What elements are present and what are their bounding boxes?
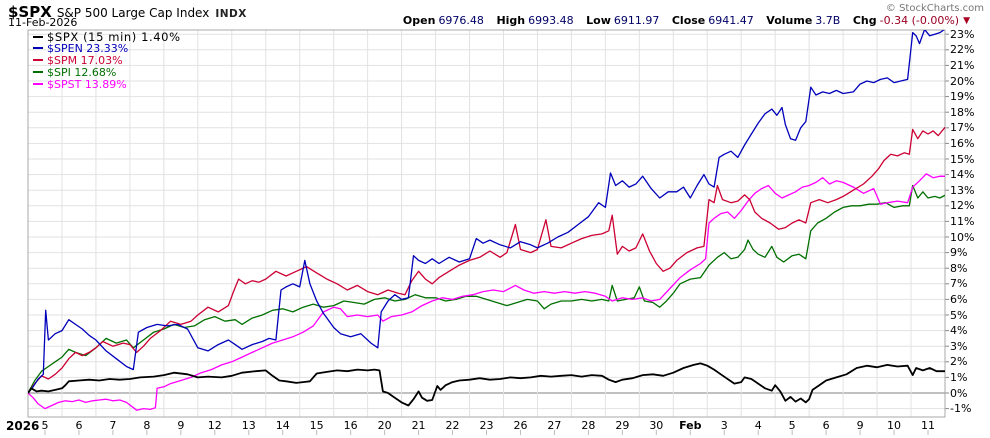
x-axis-label: 20 xyxy=(377,419,392,432)
x-axis-label: 15 xyxy=(309,419,324,432)
close-value: 6941.47 xyxy=(708,14,754,27)
x-axis-label: 23 xyxy=(479,419,494,432)
x-axis-label: 5 xyxy=(788,419,796,432)
x-axis-label: 6 xyxy=(75,419,83,432)
y-axis-label: -1% xyxy=(950,402,972,416)
y-axis-label: 22% xyxy=(950,43,975,57)
open-label: Open xyxy=(402,14,436,27)
index-name: S&P 500 Large Cap Index xyxy=(56,6,210,20)
high-value: 6993.48 xyxy=(528,14,574,27)
y-axis-label: 5% xyxy=(950,308,968,322)
y-axis-label: 17% xyxy=(950,121,975,135)
legend-label: $SPI 12.68% xyxy=(47,66,117,79)
y-axis-label: 12% xyxy=(950,199,975,213)
y-axis-label: 6% xyxy=(950,292,968,306)
x-axis-label: 7 xyxy=(109,419,117,432)
exchange-label: INDX xyxy=(215,8,247,20)
legend-swatch-icon xyxy=(33,36,43,38)
legend: $SPX (15 min) 1.40% $SPEN 23.33% $SPM 17.0… xyxy=(33,31,181,91)
x-axis-label: 5 xyxy=(41,419,49,432)
chg-label: Chg xyxy=(852,14,877,27)
x-axis-year-label: 2026 xyxy=(6,419,40,433)
y-axis-label: 2% xyxy=(950,355,968,369)
y-axis-label: 14% xyxy=(950,168,975,182)
y-axis-label: 7% xyxy=(950,277,968,291)
y-axis-label: 11% xyxy=(950,214,975,228)
y-axis-label: 0% xyxy=(950,386,968,400)
y-axis-label: 16% xyxy=(950,136,975,150)
series-line--spst xyxy=(28,173,945,411)
x-axis-label: 27 xyxy=(547,419,562,432)
chart-date: 11-Feb-2026 xyxy=(8,16,78,29)
series-line--spen xyxy=(28,30,945,394)
chg-down-triangle-icon[interactable]: ▼ xyxy=(963,16,970,26)
x-axis-label: 16 xyxy=(343,419,358,432)
x-axis-label: 9 xyxy=(177,419,185,432)
x-axis-label: 29 xyxy=(615,419,630,432)
high-label: High xyxy=(496,14,526,27)
y-axis-label: 13% xyxy=(950,183,975,197)
y-axis-label: 9% xyxy=(950,246,968,260)
y-axis-label: 1% xyxy=(950,370,968,384)
quote-bar: Open 6976.48 High 6993.48 Low 6911.97 Close… xyxy=(403,14,970,27)
x-axis-label: 10 xyxy=(887,419,902,432)
chg-value: -0.34 (-0.00%) xyxy=(879,14,960,27)
volume-label: Volume xyxy=(766,14,813,27)
x-axis-label: Feb xyxy=(679,419,702,432)
legend-item: $SPI 12.68% xyxy=(33,67,181,79)
series-line--spx-15-min- xyxy=(28,362,945,407)
x-axis-label: 26 xyxy=(513,419,528,432)
y-axis-label: 10% xyxy=(950,230,975,244)
legend-label: $SPM 17.03% xyxy=(47,54,123,67)
y-axis-label: 3% xyxy=(950,339,968,353)
x-axis-label: 9 xyxy=(856,419,864,432)
x-axis-label: 28 xyxy=(581,419,596,432)
x-axis-label: 14 xyxy=(275,419,290,432)
legend-label: $SPEN 23.33% xyxy=(47,42,129,55)
y-axis-label: 15% xyxy=(950,152,975,166)
legend-swatch-icon xyxy=(33,59,43,61)
legend-item: $SPM 17.03% xyxy=(33,55,181,67)
y-axis-label: 4% xyxy=(950,324,968,338)
volume-value: 3.7B xyxy=(815,14,841,27)
copyright-label: © StockCharts.com xyxy=(885,3,984,14)
open-value: 6976.48 xyxy=(438,14,484,27)
y-axis-label: 21% xyxy=(950,58,975,72)
x-axis-label: 13 xyxy=(241,419,256,432)
x-axis-label: 3 xyxy=(720,419,728,432)
close-label: Close xyxy=(671,14,706,27)
series-line--spi xyxy=(28,184,945,394)
legend-label: $SPX (15 min) 1.40% xyxy=(47,30,181,44)
legend-swatch-icon xyxy=(33,83,43,85)
plot-border xyxy=(27,29,946,418)
symbol-label: $SPX xyxy=(8,3,52,21)
series-line--spm xyxy=(28,126,945,394)
low-value: 6911.97 xyxy=(613,14,660,27)
legend-item: $SPX (15 min) 1.40% xyxy=(33,31,181,43)
chart-title: $SPX S&P 500 Large Cap Index INDX xyxy=(8,2,247,21)
legend-label: $SPST 13.89% xyxy=(47,78,127,91)
x-axis-label: 12 xyxy=(207,419,222,432)
x-axis-label: 21 xyxy=(411,419,426,432)
low-label: Low xyxy=(586,14,611,27)
x-axis-label: 4 xyxy=(754,419,762,432)
legend-item: $SPST 13.89% xyxy=(33,79,181,91)
x-axis-label: 30 xyxy=(649,419,664,432)
y-axis-label: 8% xyxy=(950,261,968,275)
y-axis-label: 19% xyxy=(950,90,975,104)
legend-swatch-icon xyxy=(33,47,43,49)
y-axis-label: 20% xyxy=(950,74,975,88)
x-axis-label: 8 xyxy=(143,419,151,432)
y-axis-label: 23% xyxy=(950,27,975,41)
y-axis-label: 18% xyxy=(950,105,975,119)
x-axis-label: 11 xyxy=(921,419,936,432)
x-axis-label: 22 xyxy=(445,419,460,432)
legend-item: $SPEN 23.33% xyxy=(33,43,181,55)
x-axis-label: 6 xyxy=(822,419,830,432)
legend-swatch-icon xyxy=(33,71,43,73)
